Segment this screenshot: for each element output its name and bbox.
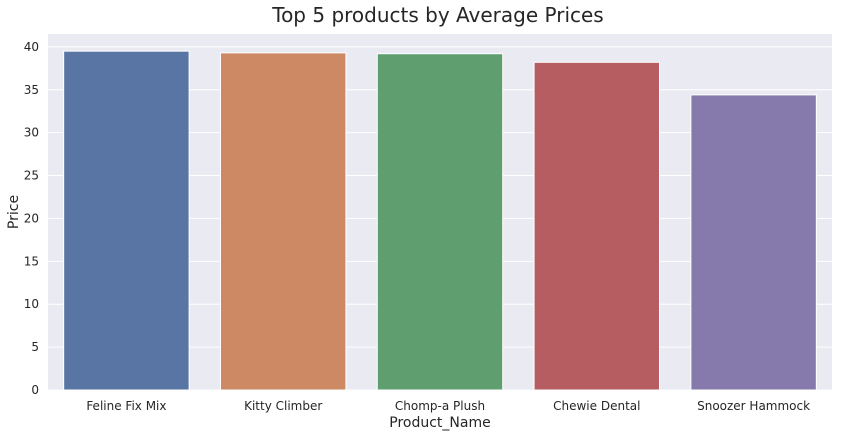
y-tick-label: 5: [31, 340, 39, 354]
chart-title: Top 5 products by Average Prices: [271, 3, 603, 27]
x-axis-ticks: Feline Fix Mix Kitty Climber Chomp-a Plush…: [86, 399, 810, 413]
bars: [63, 50, 817, 391]
x-tick-label: Snoozer Hammock: [697, 399, 810, 413]
x-tick-label: Chewie Dental: [553, 399, 640, 413]
y-tick-label: 0: [31, 383, 39, 397]
x-axis-label: Product_Name: [389, 415, 490, 431]
y-tick-label: 40: [24, 40, 39, 54]
y-tick-label: 15: [24, 254, 39, 268]
y-tick-label: 35: [24, 83, 39, 97]
bar-snoozer-hammock: [690, 94, 817, 391]
y-axis-label: Price: [6, 195, 22, 229]
bar-chomp-a-plush: [376, 53, 504, 391]
y-axis-ticks: 0 5 10 15 20 25 30 35 40: [24, 40, 39, 397]
bar-kitty-climber: [219, 52, 347, 391]
y-tick-label: 20: [24, 211, 39, 225]
bar-chewie-dental: [533, 61, 661, 391]
x-tick-label: Feline Fix Mix: [86, 399, 166, 413]
y-tick-label: 10: [24, 297, 39, 311]
x-tick-label: Kitty Climber: [244, 399, 322, 413]
bar-feline-fix-mix: [63, 50, 190, 391]
x-tick-label: Chomp-a Plush: [395, 399, 485, 413]
y-tick-label: 30: [24, 126, 39, 140]
y-tick-label: 25: [24, 169, 39, 183]
